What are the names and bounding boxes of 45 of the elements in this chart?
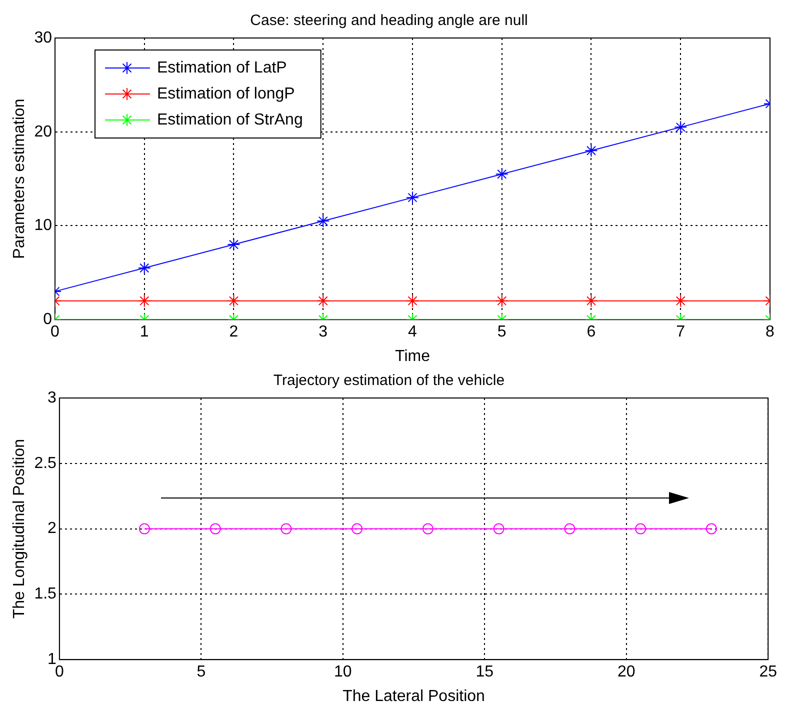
y-tick-label: 30: [34, 29, 52, 46]
point: [495, 294, 508, 308]
x-tick-label: 5: [497, 324, 506, 341]
x-tick-label: 25: [759, 664, 778, 681]
point: [406, 191, 419, 204]
point: [584, 294, 598, 308]
point: [406, 294, 419, 308]
x-tick-label: 7: [676, 324, 686, 341]
y-tick-label: 3: [48, 389, 57, 406]
x-tick-label: 1: [140, 324, 149, 341]
point: [674, 294, 688, 308]
point: [227, 238, 240, 252]
x-tick-label: 6: [586, 324, 596, 341]
y-axis-title: The Longitudinal Position: [11, 438, 28, 619]
x-tick-label: 2: [229, 324, 238, 341]
y-axis-title: Parameters estimation: [11, 98, 28, 259]
x-axis-title: The Lateral Position: [342, 688, 485, 705]
y-tick-label: 1: [48, 651, 57, 668]
chart-title: Trajectory estimation of the vehicle: [273, 372, 505, 390]
point: [674, 120, 688, 134]
x-tick-label: 3: [318, 324, 328, 341]
x-tick-label: 4: [408, 324, 418, 341]
x-tick-label: 20: [617, 664, 636, 681]
point: [138, 294, 151, 308]
point: [584, 144, 598, 158]
point: [227, 294, 240, 308]
chart-title: Case: steering and heading angle are null: [250, 12, 528, 30]
y-tick-label: 2: [48, 520, 57, 538]
point: [316, 294, 330, 308]
legend-label: Estimation of LatP: [156, 59, 287, 76]
x-tick-label: 5: [196, 664, 206, 681]
y-tick-label: 1.5: [34, 586, 57, 603]
x-tick-label: 10: [334, 664, 352, 681]
y-tick-label: 20: [34, 123, 52, 140]
point: [495, 168, 508, 181]
x-tick-label: 8: [766, 324, 775, 341]
point: [138, 261, 151, 274]
legend-label: Estimation of StrAng: [156, 111, 303, 128]
y-tick-label: 2.5: [34, 454, 57, 472]
legend-label: Estimation of longP: [156, 85, 295, 102]
y-tick-label: 10: [34, 217, 52, 234]
x-axis-title: Time: [395, 348, 430, 365]
y-tick-label: 0: [43, 311, 52, 328]
point: [316, 214, 330, 228]
x-tick-label: 15: [476, 664, 494, 681]
